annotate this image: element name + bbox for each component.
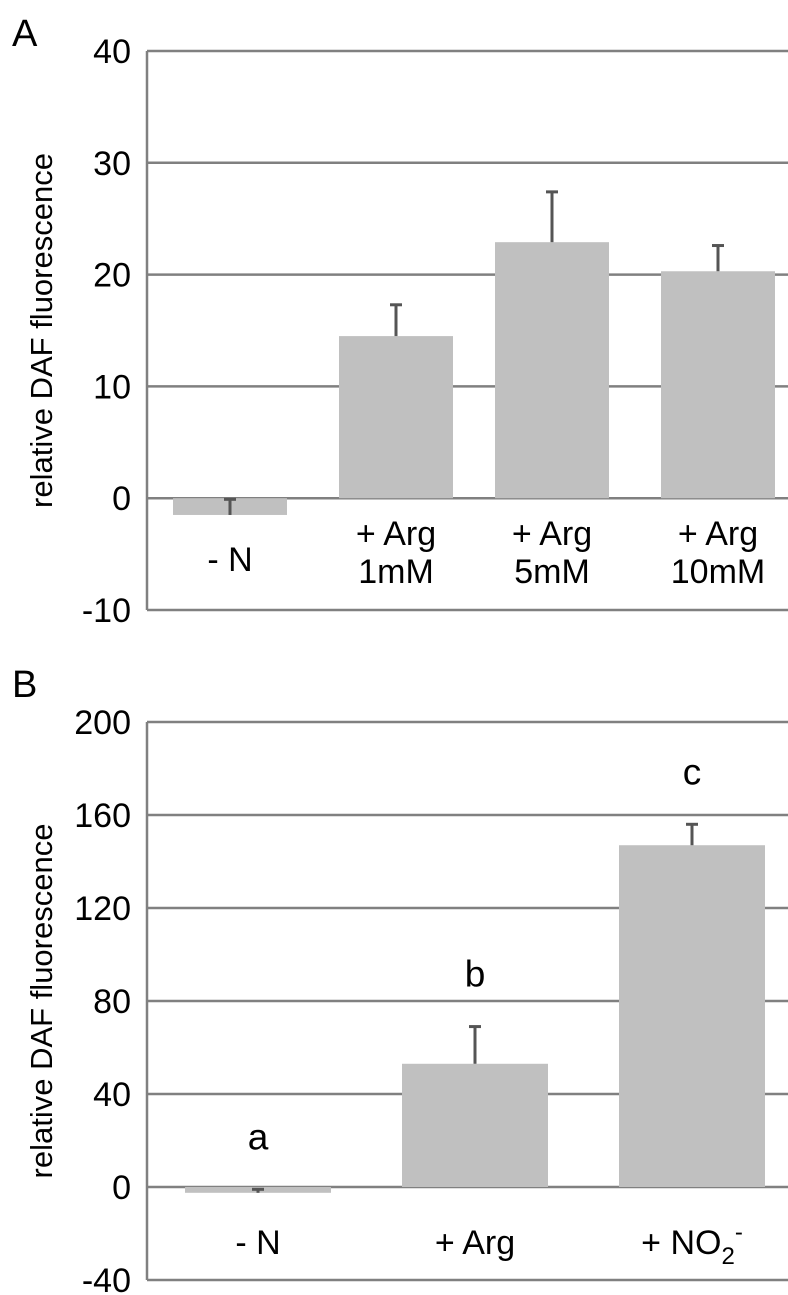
y-axis-label: relative DAF fluorescence [24,824,59,1179]
x-tick-label: 5mM [514,553,590,591]
x-tick-label: 1mM [358,553,434,591]
panel-letter: B [12,664,37,706]
x-tick-label: - N [235,1224,280,1262]
panel-a: A -10 0 10 20 30 40 relative DAF fluorescence - … [12,13,788,630]
x-tick-label: - N [207,541,252,579]
error-bar [712,244,724,272]
y-tick-label: 0 [112,1169,131,1207]
significance-letter: a [248,1116,269,1157]
bar [619,845,765,1187]
bar [661,271,775,499]
error-bar [469,1025,481,1064]
y-tick-label: -40 [82,1262,131,1295]
significance-letter: c [683,751,702,792]
x-tick-label: + Arg [512,515,592,553]
bar [495,242,609,499]
error-bar [224,497,236,515]
y-tick-label: 30 [93,145,131,183]
significance-letter: b [465,954,486,995]
x-tick-label: + Arg [435,1224,515,1262]
x-tick-label: 10mM [671,553,765,591]
error-bar [686,822,698,846]
bar [339,336,453,499]
y-tick-label: 40 [93,33,131,71]
error-bar [252,1187,264,1193]
error-bar [546,190,558,243]
y-tick-label: 0 [112,480,131,518]
panel-letter: A [12,13,38,55]
y-tick-label: 200 [74,704,131,742]
y-tick-label: 80 [93,983,131,1021]
y-tick-label: -10 [82,592,131,630]
y-axis-label: relative DAF fluorescence [24,153,59,508]
x-tick-label: + Arg [678,515,758,553]
y-tick-label: 10 [93,368,131,406]
y-tick-label: 40 [93,1076,131,1114]
panel-b: B -40 0 40 80 120 160 200 relative DAF fluoresce… [12,664,788,1295]
error-bar [390,303,402,337]
y-tick-label: 120 [74,890,131,928]
y-tick-label: 160 [74,797,131,835]
bar [402,1063,548,1187]
x-tick-label: + NO2- [641,1219,743,1270]
x-tick-label: + Arg [356,515,436,553]
y-tick-label: 20 [93,257,131,295]
